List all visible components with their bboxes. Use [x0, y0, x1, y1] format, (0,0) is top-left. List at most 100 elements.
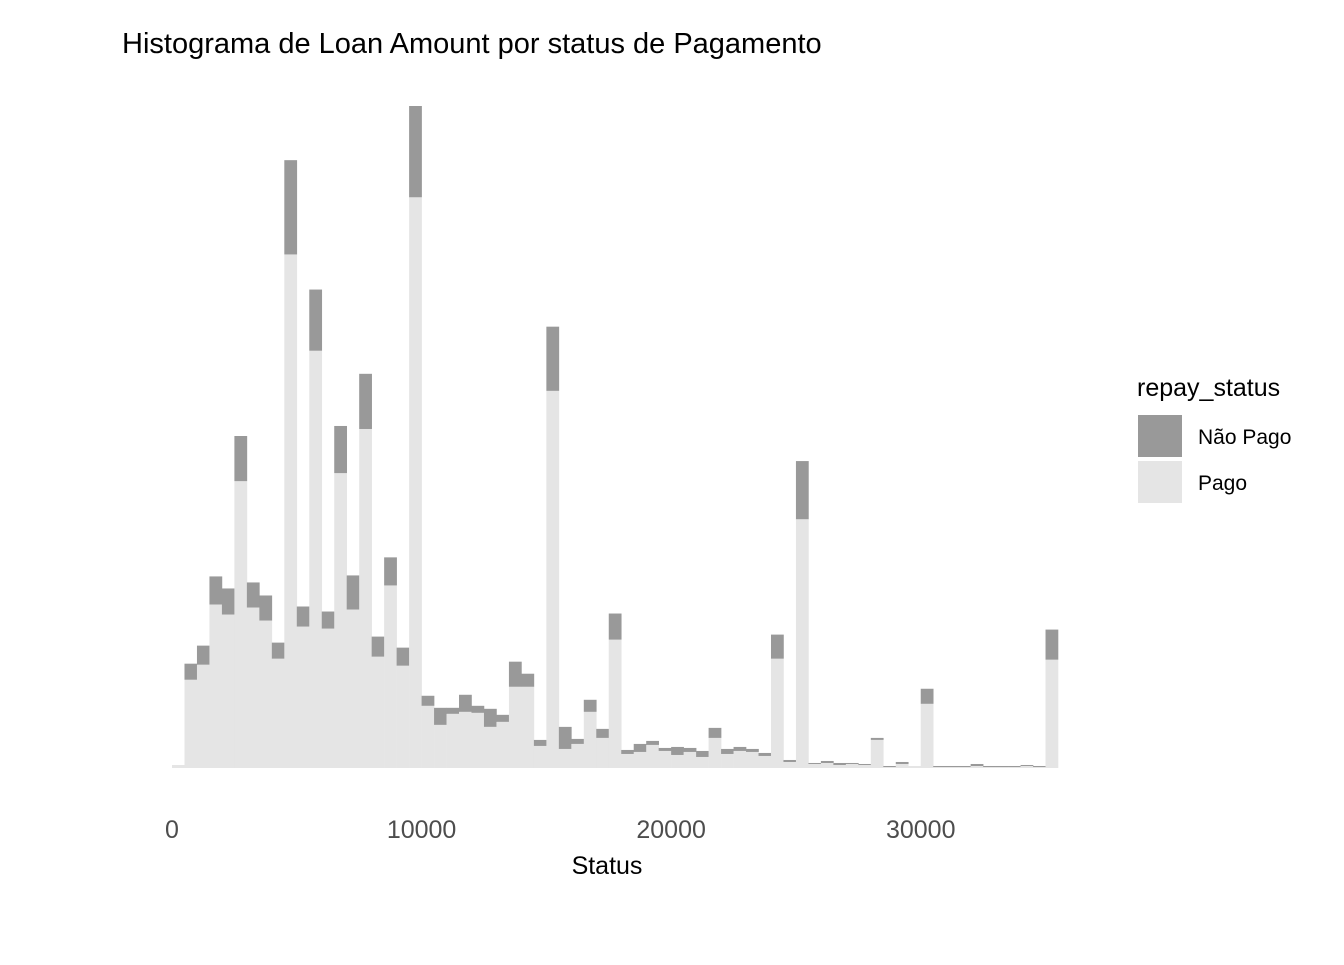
bar-nao-pago [696, 750, 709, 757]
bar-nao-pago [733, 746, 747, 751]
bar-nao-pago [521, 673, 535, 687]
bar-pago [933, 767, 946, 768]
bar-pago [833, 764, 847, 768]
bar-pago [546, 390, 560, 768]
x-axis-label: Status [572, 852, 643, 880]
bar-pago [608, 639, 622, 768]
bar-nao-pago [446, 707, 460, 714]
bar-nao-pago [583, 699, 597, 712]
bar-nao-pago [808, 762, 822, 764]
bar-pago [995, 767, 1009, 768]
bar-nao-pago [646, 740, 659, 745]
bar-nao-pago [983, 765, 996, 767]
x-tick-label: 20000 [636, 816, 706, 844]
bar-pago [246, 607, 260, 768]
bar-nao-pago [396, 647, 410, 666]
bar-nao-pago [970, 763, 984, 766]
bar-pago [483, 726, 497, 768]
bar-nao-pago [483, 708, 497, 727]
legend-items: Não Pago Pago [1138, 415, 1291, 503]
bar-pago [421, 705, 435, 768]
bar-pago [234, 481, 248, 768]
bar-nao-pago [496, 714, 510, 722]
bar-nao-pago [533, 739, 547, 746]
bar-pago [259, 620, 273, 768]
bar-nao-pago [845, 762, 859, 764]
bar-pago [334, 473, 348, 768]
bar-pago [683, 751, 697, 768]
bar-pago [858, 764, 872, 768]
bar-pago [783, 761, 797, 768]
legend: repay_status Não Pago Pago [1137, 374, 1291, 503]
bar-pago [920, 703, 934, 768]
x-tick-label: 30000 [886, 816, 956, 844]
bar-pago [758, 755, 772, 768]
bar-nao-pago [284, 160, 298, 255]
bar-nao-pago [1045, 629, 1059, 660]
bar-pago [508, 686, 522, 768]
bar-pago [1045, 659, 1059, 768]
bar-pago [633, 751, 647, 768]
bar-nao-pago [920, 688, 934, 704]
bar-pago [346, 609, 360, 768]
bar-nao-pago [459, 694, 472, 712]
bar-pago [671, 754, 684, 768]
bar-pago [770, 658, 784, 768]
bar-nao-pago [783, 759, 797, 762]
bar-nao-pago [309, 289, 323, 351]
bar-pago [434, 724, 447, 768]
bar-pago [870, 739, 884, 768]
bar-nao-pago [421, 695, 435, 706]
bar-nao-pago [883, 765, 897, 767]
bar-pago [459, 711, 472, 768]
bar-nao-pago [746, 748, 759, 752]
bar-pago [883, 767, 897, 768]
bar-pago [708, 737, 722, 768]
bar-nao-pago [870, 737, 884, 740]
legend-label: Não Pago [1198, 426, 1291, 449]
bar-nao-pago [409, 106, 422, 198]
bar-nao-pago [571, 738, 585, 744]
bar-nao-pago [321, 611, 335, 629]
bar-nao-pago [658, 747, 672, 751]
bar-nao-pago [384, 557, 397, 586]
bar-pago [583, 711, 597, 768]
bar-pago [571, 743, 585, 768]
bar-pago [446, 713, 460, 768]
bar-nao-pago [958, 765, 971, 767]
bar-nao-pago [770, 634, 784, 659]
bar-nao-pago [296, 606, 310, 627]
bar-pago [658, 750, 672, 768]
bar-nao-pago [209, 576, 223, 605]
bar-pago [596, 737, 610, 768]
bar-nao-pago [246, 582, 260, 608]
bar-nao-pago [508, 661, 522, 687]
bar-nao-pago [259, 595, 273, 621]
legend-label: Pago [1198, 472, 1247, 495]
bar-nao-pago [721, 748, 734, 754]
bar-nao-pago [758, 752, 772, 756]
bar-pago [795, 519, 809, 768]
bar-pago [384, 585, 397, 768]
bar-nao-pago [359, 373, 372, 429]
bar-pago [721, 753, 734, 768]
bar-pago [471, 712, 485, 768]
bar-pago [895, 763, 909, 768]
x-tick-label: 10000 [387, 816, 457, 844]
bar-pago [321, 628, 335, 768]
bar-nao-pago [558, 726, 572, 749]
bar-pago [371, 656, 385, 768]
bar-nao-pago [895, 761, 909, 764]
bar-pago [908, 765, 922, 768]
bar-pago [646, 744, 659, 768]
bar-nao-pago [546, 326, 560, 391]
bar-pago [172, 764, 185, 768]
bar-nao-pago [621, 749, 635, 754]
bar-nao-pago [945, 765, 959, 767]
bar-pago [521, 686, 535, 768]
bar-nao-pago [471, 705, 485, 713]
bar-pago [221, 614, 235, 768]
bar-pago [296, 626, 310, 768]
legend-key [1138, 415, 1182, 457]
